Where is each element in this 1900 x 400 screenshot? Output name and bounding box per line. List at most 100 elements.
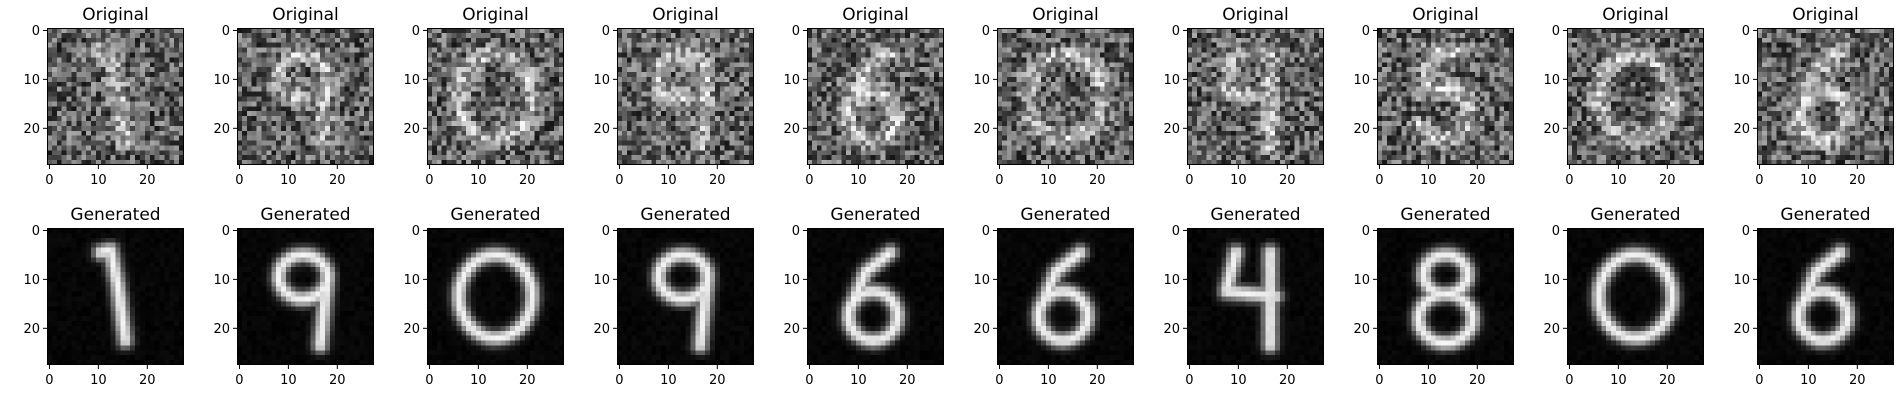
panel-noisy-8: Original 0 10 20 0 10 20 xyxy=(1353,5,1514,188)
y-tick-label: 0 xyxy=(32,224,40,239)
x-tick-label: 10 xyxy=(850,173,867,188)
y-tick-label: 0 xyxy=(1172,224,1180,239)
x-tick-label: 10 xyxy=(1420,373,1437,388)
y-tick-label: 0 xyxy=(792,24,800,39)
panel-clean-7: Generated 0 10 20 0 10 20 xyxy=(1163,205,1324,388)
panel-noisy-1: Original 0 10 20 0 10 20 xyxy=(23,5,184,188)
y-tick-label: 20 xyxy=(783,322,800,337)
panel-clean-1: Generated 0 10 20 0 10 20 xyxy=(23,205,184,388)
y-tick-label: 10 xyxy=(23,73,40,88)
y-tick-label: 10 xyxy=(593,73,610,88)
y-tick-label: 10 xyxy=(1353,273,1370,288)
y-tick-label: 10 xyxy=(213,73,230,88)
panel-title: Generated xyxy=(70,205,160,225)
y-tick-label: 0 xyxy=(412,24,420,39)
y-tick-label: 20 xyxy=(213,322,230,337)
y-tick-label: 0 xyxy=(982,224,990,239)
x-tick-label: 10 xyxy=(1800,373,1817,388)
x-tick-label: 0 xyxy=(1375,373,1383,388)
panel-title: Original xyxy=(842,5,909,25)
panel-title: Original xyxy=(652,5,719,25)
digit-image xyxy=(1377,28,1514,165)
x-tick-label: 20 xyxy=(1849,173,1866,188)
y-tick-label: 20 xyxy=(1543,122,1560,137)
panel-title: Original xyxy=(272,5,339,25)
axes-frame xyxy=(1567,228,1704,365)
digit-image xyxy=(1187,28,1324,165)
axes-frame xyxy=(1377,28,1514,165)
x-tick-label: 0 xyxy=(1755,373,1763,388)
x-tick-label: 0 xyxy=(235,373,243,388)
y-tick-label: 0 xyxy=(222,24,230,39)
y-tick-label: 10 xyxy=(1353,73,1370,88)
panel-clean-6: Generated 0 10 20 0 10 20 xyxy=(973,205,1134,388)
x-tick-label: 10 xyxy=(660,373,677,388)
axes-frame xyxy=(237,28,374,165)
y-tick-label: 20 xyxy=(1733,122,1750,137)
axes-frame xyxy=(617,28,754,165)
y-tick-label: 0 xyxy=(602,24,610,39)
panel-noisy-6: Original 0 10 20 0 10 20 xyxy=(973,5,1134,188)
panel-noisy-4: Original 0 10 20 0 10 20 xyxy=(593,5,754,188)
y-tick-label: 0 xyxy=(1362,224,1370,239)
axes-frame xyxy=(237,228,374,365)
digit-image xyxy=(427,228,564,365)
x-tick-label: 20 xyxy=(1659,173,1676,188)
y-tick-label: 20 xyxy=(403,122,420,137)
x-tick-label: 10 xyxy=(850,373,867,388)
y-tick-label: 20 xyxy=(1163,122,1180,137)
x-tick-label: 20 xyxy=(1849,373,1866,388)
x-tick-label: 10 xyxy=(280,373,297,388)
panel-noisy-7: Original 0 10 20 0 10 20 xyxy=(1163,5,1324,188)
x-tick-label: 0 xyxy=(1185,373,1193,388)
x-tick-label: 20 xyxy=(1089,373,1106,388)
y-tick-label: 10 xyxy=(783,73,800,88)
x-tick-label: 20 xyxy=(329,173,346,188)
x-tick-label: 10 xyxy=(1610,173,1627,188)
x-tick-label: 0 xyxy=(995,173,1003,188)
x-tick-label: 0 xyxy=(805,173,813,188)
axes-frame xyxy=(1377,228,1514,365)
y-tick-label: 10 xyxy=(593,273,610,288)
x-tick-label: 0 xyxy=(1755,173,1763,188)
x-tick-label: 20 xyxy=(139,373,156,388)
panel-title: Original xyxy=(1222,5,1289,25)
panel-title: Generated xyxy=(1210,205,1300,225)
panel-clean-2: Generated 0 10 20 0 10 20 xyxy=(213,205,374,388)
panel-noisy-2: Original 0 10 20 0 10 20 xyxy=(213,5,374,188)
axes-frame xyxy=(807,28,944,165)
x-tick-label: 20 xyxy=(1469,373,1486,388)
y-tick-label: 20 xyxy=(1353,122,1370,137)
y-tick-label: 10 xyxy=(1163,73,1180,88)
panel-clean-3: Generated 0 10 20 0 10 20 xyxy=(403,205,564,388)
y-tick-label: 20 xyxy=(973,322,990,337)
axes-frame xyxy=(1567,28,1704,165)
x-tick-label: 10 xyxy=(660,173,677,188)
panel-title: Generated xyxy=(1590,205,1680,225)
x-tick-label: 20 xyxy=(899,173,916,188)
y-tick-label: 20 xyxy=(23,122,40,137)
panel-title: Generated xyxy=(830,205,920,225)
x-tick-label: 10 xyxy=(280,173,297,188)
digit-image xyxy=(807,28,944,165)
y-tick-label: 0 xyxy=(1172,24,1180,39)
x-tick-label: 10 xyxy=(1230,173,1247,188)
y-tick-label: 10 xyxy=(1543,73,1560,88)
axes-frame xyxy=(1757,228,1894,365)
panel-noisy-3: Original 0 10 20 0 10 20 xyxy=(403,5,564,188)
y-tick-label: 20 xyxy=(1353,322,1370,337)
digit-image xyxy=(47,28,184,165)
axes-frame xyxy=(997,228,1134,365)
y-tick-label: 10 xyxy=(973,273,990,288)
digit-image xyxy=(1377,228,1514,365)
axes-frame xyxy=(1757,28,1894,165)
panel-title: Generated xyxy=(640,205,730,225)
y-tick-label: 10 xyxy=(783,273,800,288)
digit-image xyxy=(617,28,754,165)
digit-image xyxy=(807,228,944,365)
panel-title: Original xyxy=(82,5,149,25)
panel-noisy-10: Original 0 10 20 0 10 20 xyxy=(1733,5,1894,188)
x-tick-label: 0 xyxy=(995,373,1003,388)
y-tick-label: 0 xyxy=(1552,224,1560,239)
digit-image xyxy=(237,228,374,365)
